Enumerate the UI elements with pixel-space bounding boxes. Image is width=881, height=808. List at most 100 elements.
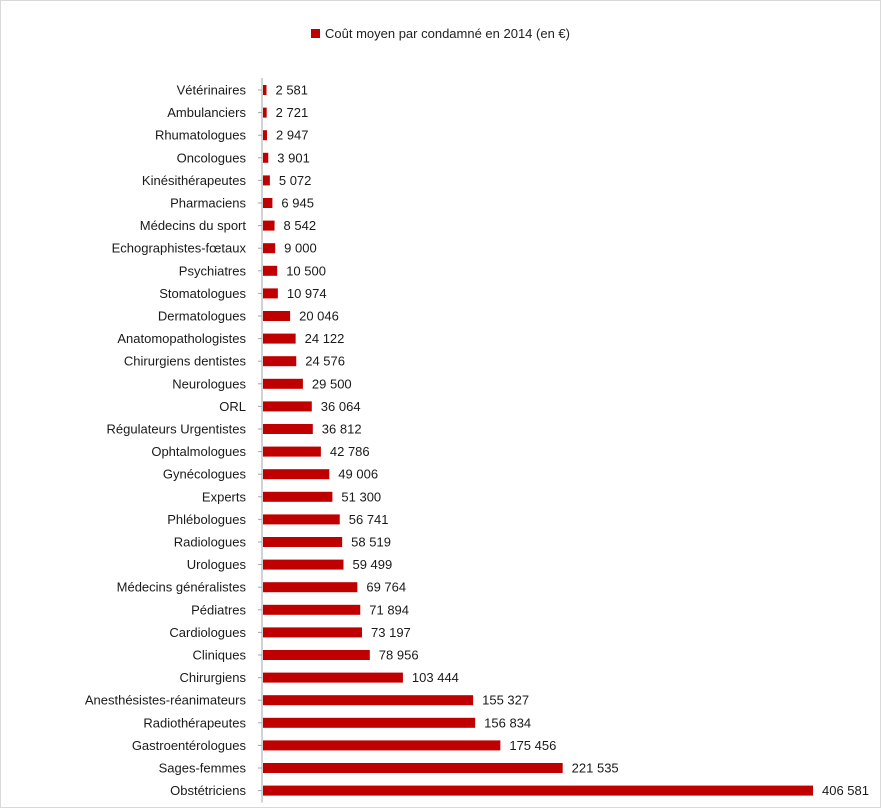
bar xyxy=(263,311,291,321)
category-label: Sages-femmes xyxy=(159,761,247,776)
data-label: 3 901 xyxy=(277,150,310,165)
data-label: 58 519 xyxy=(351,535,391,550)
category-label: Médecins généralistes xyxy=(117,580,247,595)
category-label: Cardiologues xyxy=(169,625,246,640)
data-label: 73 197 xyxy=(371,625,411,640)
category-label: Chirurgiens xyxy=(180,670,247,685)
bar xyxy=(263,785,813,796)
category-label: Dermatologues xyxy=(158,309,247,324)
bar xyxy=(263,695,474,706)
bar xyxy=(263,604,361,615)
bar xyxy=(263,424,313,434)
bar xyxy=(263,265,278,276)
category-label: Gastroentérologues xyxy=(132,738,247,753)
data-label: 24 122 xyxy=(305,331,345,346)
bar xyxy=(263,85,267,95)
bar xyxy=(263,672,403,683)
category-label: Chirurgiens dentistes xyxy=(124,354,247,369)
bar xyxy=(263,130,267,141)
category-label: Cliniques xyxy=(193,648,247,663)
data-label: 59 499 xyxy=(352,557,392,572)
data-label: 24 576 xyxy=(305,354,345,369)
bar xyxy=(263,763,563,773)
data-label: 103 444 xyxy=(412,670,459,685)
category-label: Ambulanciers xyxy=(167,105,246,120)
data-label: 10 974 xyxy=(287,286,327,301)
data-label: 8 542 xyxy=(284,218,317,233)
category-label: Gynécologues xyxy=(163,467,247,482)
category-label: Stomatologues xyxy=(159,286,246,301)
category-label: Régulateurs Urgentistes xyxy=(107,422,247,437)
bar xyxy=(263,401,312,412)
category-label: Obstétriciens xyxy=(170,783,246,798)
data-label: 2 581 xyxy=(275,83,308,98)
category-label: Radiothérapeutes xyxy=(143,715,246,730)
category-label: Pédiatres xyxy=(191,602,246,617)
legend-label: Coût moyen par condamné en 2014 (en €) xyxy=(325,26,570,41)
data-label: 51 300 xyxy=(341,489,381,504)
category-label: ORL xyxy=(219,399,246,414)
data-label: 56 741 xyxy=(349,512,389,527)
data-label: 406 581 xyxy=(822,783,869,798)
data-label: 5 072 xyxy=(279,173,312,188)
data-label: 20 046 xyxy=(299,309,339,324)
bar xyxy=(263,107,267,118)
bar xyxy=(263,650,370,660)
data-label: 221 535 xyxy=(572,761,619,776)
data-label: 69 764 xyxy=(366,580,406,595)
data-label: 10 500 xyxy=(286,263,326,278)
bar xyxy=(263,446,321,457)
category-label: Echographistes-fœtaux xyxy=(112,241,247,256)
bar xyxy=(263,740,501,751)
category-label: Rhumatologues xyxy=(155,128,247,143)
data-label: 36 812 xyxy=(322,422,362,437)
category-label: Radiologues xyxy=(174,535,247,550)
bar xyxy=(263,378,303,389)
bar xyxy=(263,469,330,480)
data-label: 156 834 xyxy=(484,715,531,730)
bar xyxy=(263,152,269,163)
bar xyxy=(263,243,276,254)
category-label: Oncologues xyxy=(177,150,247,165)
bar xyxy=(263,537,343,547)
category-label: Experts xyxy=(202,489,247,504)
data-label: 42 786 xyxy=(330,444,370,459)
category-label: Anatomopathologistes xyxy=(117,331,246,346)
bar xyxy=(263,333,296,344)
bar xyxy=(263,717,476,728)
data-label: 49 006 xyxy=(338,467,378,482)
category-label: Neurologues xyxy=(172,376,246,391)
bar xyxy=(263,220,275,231)
data-label: 2 721 xyxy=(276,105,309,120)
legend: Coût moyen par condamné en 2014 (en €) xyxy=(0,26,881,41)
category-label: Kinésithérapeutes xyxy=(142,173,247,188)
bar xyxy=(263,627,363,638)
data-label: 36 064 xyxy=(321,399,361,414)
bar xyxy=(263,175,270,186)
legend-swatch xyxy=(311,29,320,38)
bar xyxy=(263,559,344,570)
bar xyxy=(263,198,273,208)
bar xyxy=(263,491,333,502)
category-label: Médecins du sport xyxy=(140,218,247,233)
category-label: Ophtalmologues xyxy=(151,444,246,459)
data-label: 78 956 xyxy=(379,648,419,663)
category-label: Anesthésistes-réanimateurs xyxy=(85,693,247,708)
category-label: Pharmaciens xyxy=(170,196,246,211)
bar xyxy=(263,514,340,525)
category-label: Psychiatres xyxy=(179,263,247,278)
data-label: 2 947 xyxy=(276,128,309,143)
bar xyxy=(263,356,297,367)
data-label: 71 894 xyxy=(369,602,409,617)
bar xyxy=(263,288,278,299)
category-label: Urologues xyxy=(187,557,247,572)
bar xyxy=(263,582,358,593)
data-label: 155 327 xyxy=(482,693,529,708)
data-label: 6 945 xyxy=(281,196,314,211)
data-label: 9 000 xyxy=(284,241,317,256)
category-label: Phlébologues xyxy=(167,512,246,527)
category-label: Vétérinaires xyxy=(177,83,247,98)
data-label: 175 456 xyxy=(509,738,556,753)
